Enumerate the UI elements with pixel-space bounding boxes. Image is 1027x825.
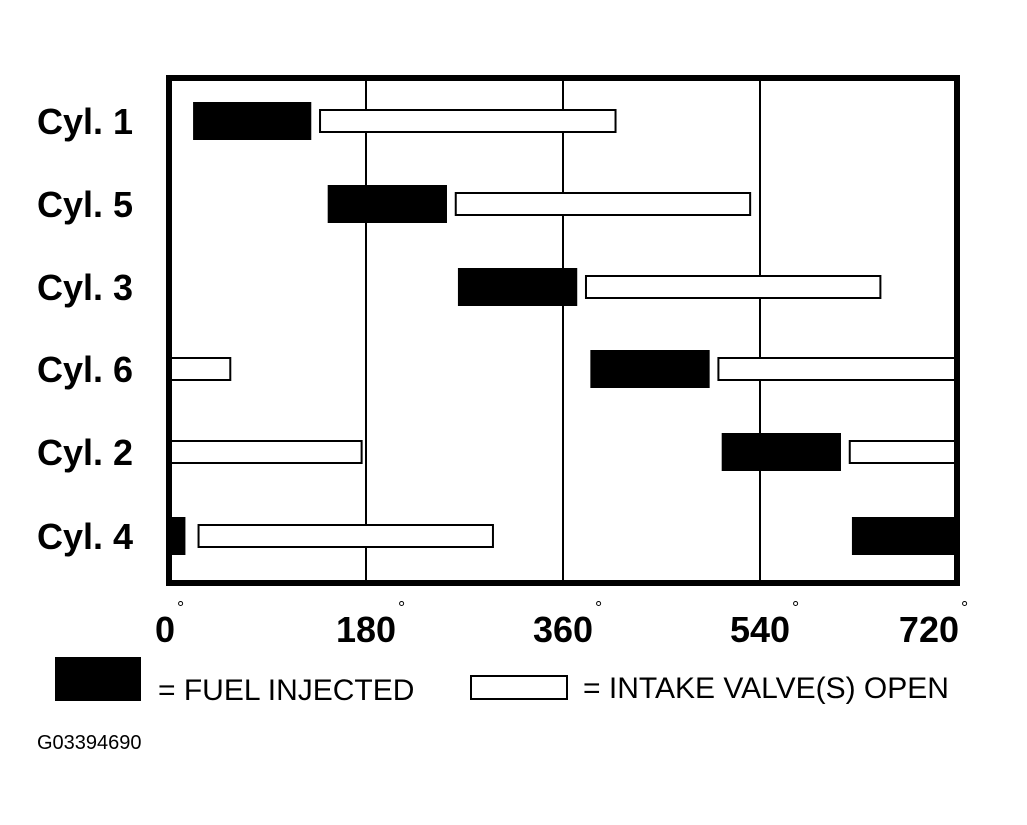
cyl-1-intake-bar-0 [319,109,617,133]
cyl-6-fuel-bar-0 [590,350,710,388]
row-labels: Cyl. 1 Cyl. 5 Cyl. 3 Cyl. 6 Cyl. 2 Cyl. 4 [37,101,133,557]
gridlines [365,78,761,583]
cyl-4-intake-bar-0 [197,524,494,548]
legend-intake-swatch [470,675,568,700]
row-label-cyl-3: Cyl. 3 [37,267,133,308]
cyl-6-intake-bar-0 [168,357,232,381]
degree-symbol-540: ° [792,598,799,618]
cyl-2-intake-bar-0 [168,440,363,464]
row-label-cyl-2: Cyl. 2 [37,432,133,473]
x-tick-label-180: 180 [336,609,396,650]
row-label-cyl-4: Cyl. 4 [37,516,133,557]
legend-intake-label: = INTAKE VALVE(S) OPEN [583,672,949,705]
legend-fuel-swatch [55,657,141,701]
cyl-6-intake-bar-1 [717,357,959,381]
cyl-2-intake-bar-1 [848,440,958,464]
cyl-1-fuel-bar-0 [193,102,312,140]
x-tick-label-0: 0 [155,609,175,650]
x-tick-label-720: 720 [899,609,959,650]
cyl-3-fuel-bar-0 [457,268,578,306]
cyl-5-intake-bar-0 [454,192,752,216]
cyl-5-fuel-bar-0 [327,185,447,223]
figure-id: G03394690 [37,732,142,754]
x-tick-label-540: 540 [730,609,790,650]
plot-frame [166,75,960,586]
row-label-cyl-6: Cyl. 6 [37,349,133,390]
legend-fuel-label: = FUEL INJECTED [158,674,414,707]
x-tick-label-360: 360 [533,609,593,650]
row-label-cyl-1: Cyl. 1 [37,101,133,142]
degree-symbol-0: ° [177,598,184,618]
degree-symbol-720: ° [961,598,968,618]
cyl-3-intake-bar-0 [584,275,882,299]
degree-symbol-360: ° [595,598,602,618]
cyl-2-fuel-bar-0 [721,433,841,471]
x-tick-labels: 0°180°360°540°720° [155,598,968,650]
degree-symbol-180: ° [398,598,405,618]
legend: = FUEL INJECTED = INTAKE VALVE(S) OPEN [55,657,949,707]
row-label-cyl-5: Cyl. 5 [37,184,133,225]
cyl-4-fuel-bar-1 [851,517,957,555]
cyl-4-fuel-bar-0 [169,517,186,555]
